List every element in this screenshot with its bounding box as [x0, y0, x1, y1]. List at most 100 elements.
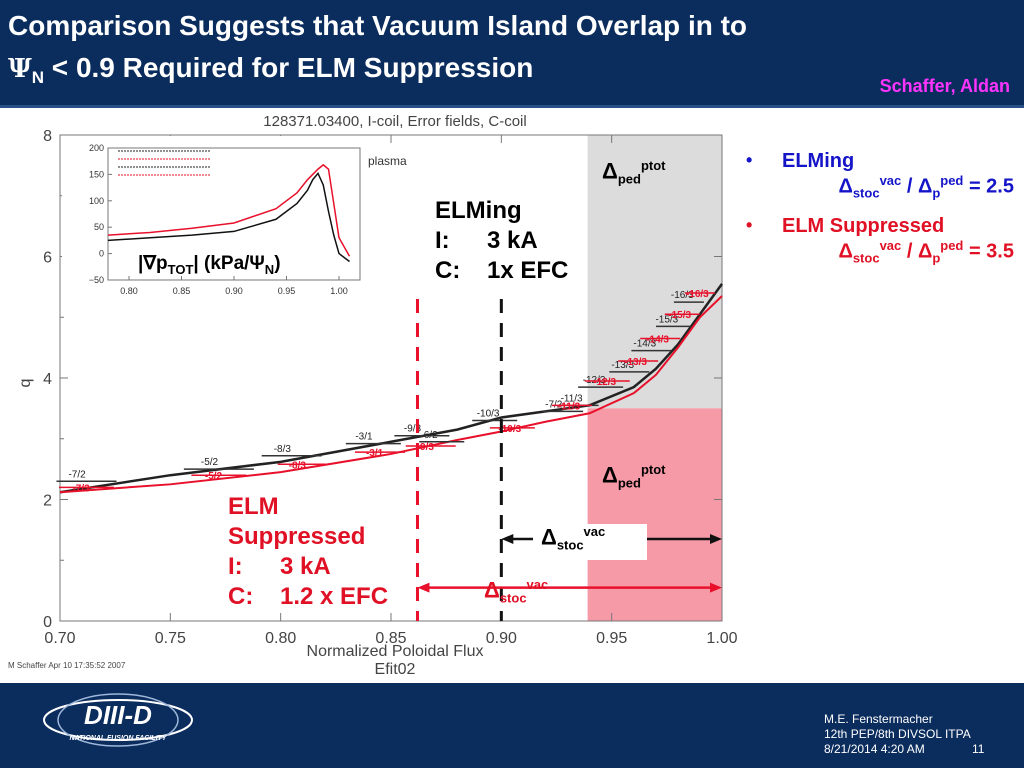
arrowhead-left: [501, 533, 514, 544]
pedestal-region-gray: [587, 135, 722, 409]
plasma-label: plasma: [368, 154, 407, 168]
event-name: 12th PEP/8th DIVSOL ITPA: [824, 727, 971, 741]
resonance-label-red: -12/3: [593, 377, 616, 388]
inset-label-close: ): [274, 253, 281, 274]
elming-annotation: ELMing I: 3 kA C: 1x EFC: [435, 196, 568, 286]
resonance-label-black: -15/3: [655, 314, 678, 325]
stoc-label-red: Δstocvac: [484, 577, 549, 606]
suppressed-c-label: C:: [228, 583, 254, 610]
presenter-name: M.E. Fenstermacher: [824, 712, 933, 726]
psi-subscript: N: [31, 68, 45, 87]
arrowhead-right: [710, 533, 722, 544]
y-tick-label: 0: [43, 614, 52, 631]
bullet-suppressed-ratio: Δstocvac / Δpped = 3.5: [838, 237, 1014, 266]
suppressed-annotation: ELM Suppressed I: 3 kA C: 1.2 x EFC: [228, 492, 388, 612]
inset-y-tick-label: 150: [89, 169, 104, 179]
title-line2-text: < 0.9 Required for ELM Suppression: [44, 52, 534, 83]
plot-credit: M Schaffer Apr 10 17:35:52 2007: [8, 661, 126, 670]
resonance-label-red: -7/3: [72, 483, 90, 494]
inset-label-rest: | (kPa/: [193, 253, 250, 274]
arrowhead-right: [710, 582, 722, 593]
resonance-label-red: -5/2: [205, 471, 223, 482]
y-tick-label: 2: [43, 493, 52, 510]
ped-label-pink: Δpedptot: [602, 462, 666, 491]
inset-label-grad: |∇p: [138, 253, 168, 274]
x-tick-label: 0.80: [265, 630, 296, 647]
resonance-label-black: -11/3: [561, 393, 583, 404]
x-tick-label: 0.70: [44, 630, 75, 647]
logo-subtext: NATIONAL FUSION FACILITY: [70, 735, 168, 742]
logo-text: DIII-D: [84, 700, 152, 730]
pedestal-region-pink: [587, 408, 722, 621]
ped-label-gray: Δpedptot: [602, 158, 666, 187]
resonance-label-black: -10/3: [477, 409, 500, 420]
x-tick-label: 1.00: [706, 630, 737, 647]
inset-label-psi-sub: N: [264, 261, 275, 277]
bullet-dot: •: [746, 214, 753, 235]
x-axis-label: Normalized Poloidal Flux: [307, 643, 484, 660]
stoc-label-black: Δstocvac: [533, 524, 647, 560]
resonance-label-black: -9/3: [404, 424, 422, 435]
footer-bar: [0, 683, 1024, 768]
suppressed-i-value: 3 kA: [280, 553, 331, 580]
q-profile-red: [59, 295, 723, 494]
suppressed-title: ELM: [228, 493, 279, 520]
resonance-label-black: -7/2: [68, 469, 86, 480]
resonance-label-red: -9/3: [417, 442, 435, 453]
elming-c-value: 1x EFC: [487, 257, 569, 284]
inset-x-tick-label: 0.90: [225, 286, 243, 296]
arrowhead-left: [417, 582, 430, 593]
slide-title-line2: ΨN < 0.9 Required for ELM Suppression: [8, 52, 533, 88]
footer-info: M.E. Fenstermacher 12th PEP/8th DIVSOL I…: [824, 712, 971, 757]
resonance-label-black: -3/1: [355, 432, 373, 443]
inset-x-tick-label: 0.80: [120, 286, 138, 296]
inset-label: |∇pTOT| (kPa/ΨN): [138, 252, 281, 277]
bullet-suppressed-label: ELM Suppressed: [782, 214, 945, 237]
inset-x-tick-label: 0.95: [278, 286, 296, 296]
page-number: 11: [972, 742, 985, 756]
y-axis-label: q: [17, 379, 34, 388]
resonance-label-red: -13/3: [624, 357, 647, 368]
resonance-label-black: -16/3: [671, 290, 694, 301]
elming-title: ELMing: [435, 197, 522, 224]
suppressed-c-value: 1.2 x EFC: [280, 583, 389, 610]
resonance-label-red: -14/3: [646, 335, 669, 346]
inset-label-sub: TOT: [167, 261, 194, 277]
resonance-label-black: -8/3: [274, 444, 292, 455]
inset-y-tick-label: 0: [99, 249, 104, 259]
elming-i-value: 3 kA: [487, 227, 538, 254]
x-axis-sublabel: Efit02: [375, 661, 416, 678]
inset-label-psi: Ψ: [249, 253, 265, 274]
x-tick-label: 0.90: [486, 630, 517, 647]
chart-title: 128371.03400, I-coil, Error fields, C-co…: [263, 113, 526, 130]
y-tick-label: 4: [43, 371, 52, 388]
bullet-list: • ELMing Δstocvac / Δpped = 2.5 • ELM Su…: [738, 150, 1018, 279]
bullet-elming: • ELMing Δstocvac / Δpped = 2.5: [738, 150, 1018, 201]
date-time: 8/21/2014 4:20 AM: [824, 742, 925, 756]
resonance-label-red: -16/3: [686, 289, 709, 300]
resonance-label-red: -11/3: [558, 401, 581, 412]
elming-c-label: C:: [435, 257, 461, 284]
resonance-label-black: -5/2: [201, 457, 219, 468]
y-tick-label: 8: [43, 128, 52, 145]
resonance-label-black: 6/2: [424, 430, 438, 441]
resonance-label-black: -13/3: [611, 360, 634, 371]
y-tick-label: 6: [43, 250, 52, 267]
inset-curve-red: [107, 163, 351, 257]
psi-symbol: Ψ: [8, 54, 32, 84]
suppressed-i-label: I:: [228, 553, 243, 580]
inset-y-tick-label: 200: [89, 143, 104, 153]
diii-d-logo: DIII-D NATIONAL FUSION FACILITY: [43, 693, 193, 747]
resonance-label-red: -15/3: [668, 310, 691, 321]
suppressed-title2: Suppressed: [228, 523, 366, 550]
bullet-elming-ratio: Δstocvac / Δpped = 2.5: [838, 173, 1014, 201]
slide-title-line1: Comparison Suggests that Vacuum Island O…: [8, 10, 748, 41]
bullet-elming-label: ELMing: [782, 150, 855, 172]
q-profile-chart: 0.70 0.75 0.80 0.85 0.90 0.95 1.00 0 2 4 6 8 -7/2 -5…: [8, 113, 738, 678]
resonance-label-red: -10/3: [498, 424, 521, 435]
resonance-label-black: -14/3: [633, 339, 656, 350]
inset-y-tick-label: 50: [94, 222, 104, 232]
title-bar: Comparison Suggests that Vacuum Island O…: [0, 0, 1024, 108]
inset-x-tick-label: 1.00: [330, 286, 348, 296]
x-tick-label: 0.95: [596, 630, 627, 647]
